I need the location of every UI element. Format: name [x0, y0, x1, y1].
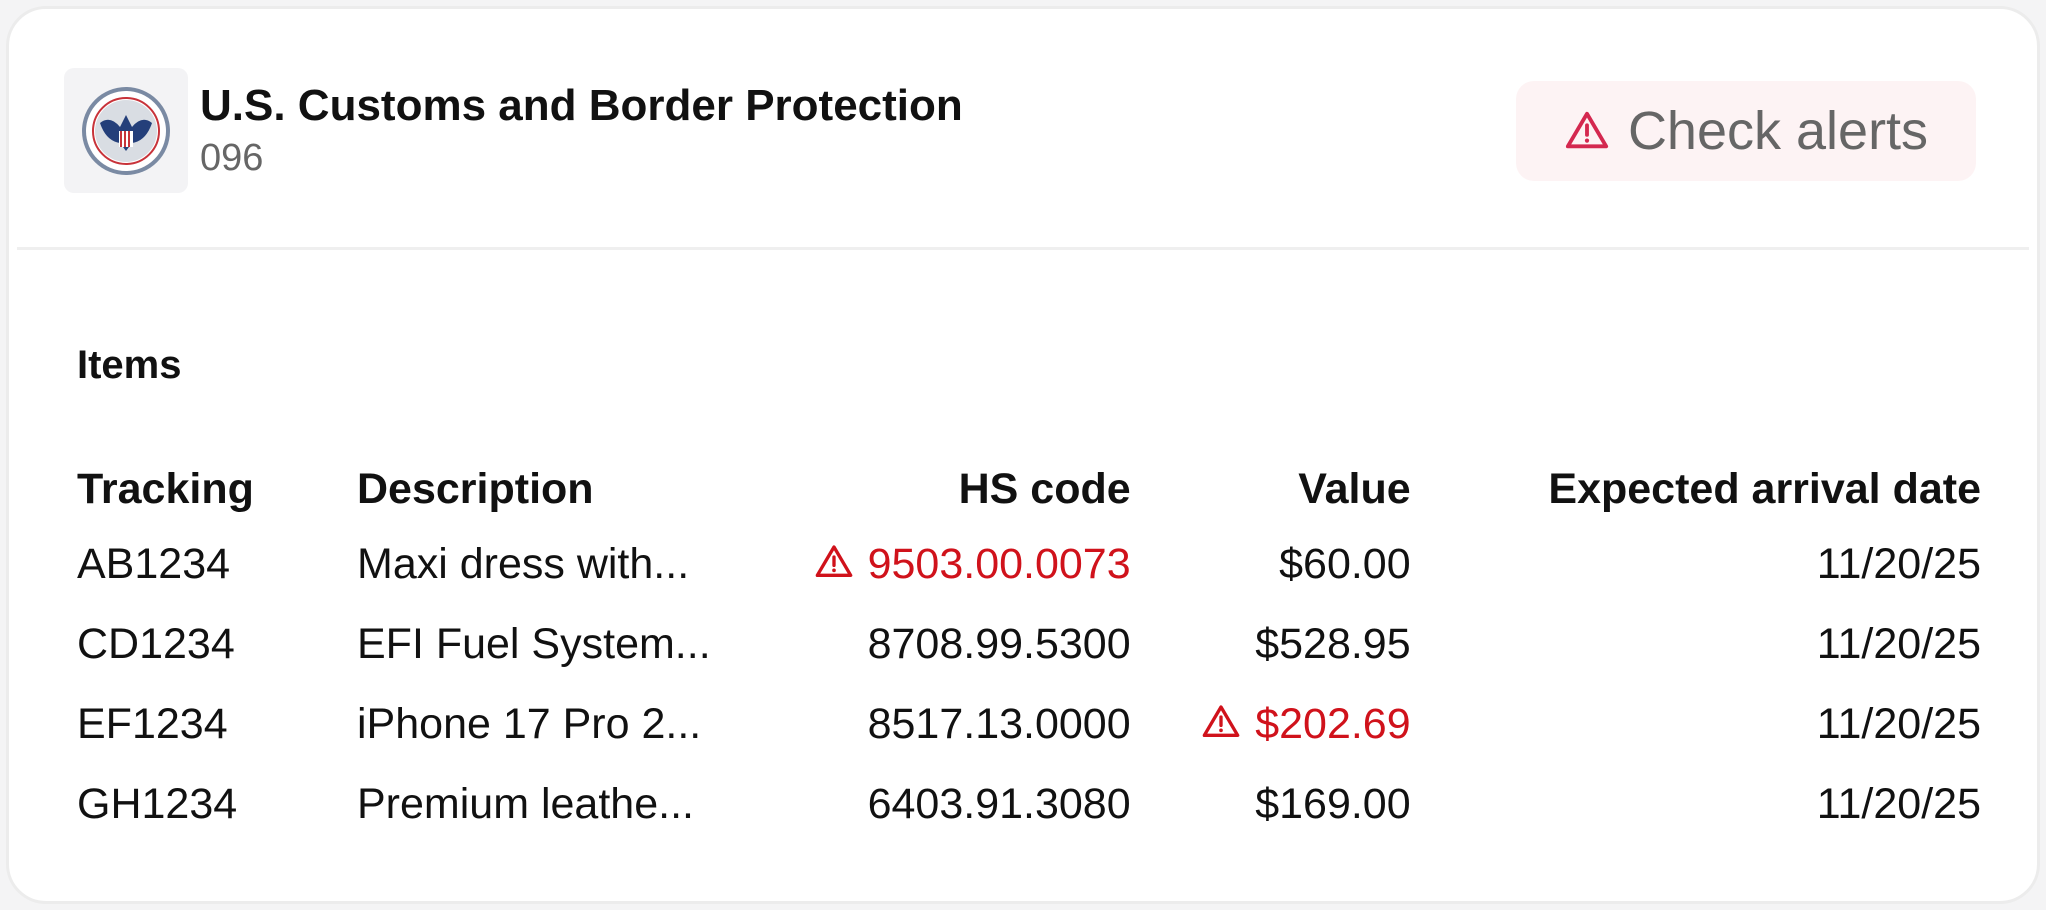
arrival-date-cell: 11/20/25 — [1816, 539, 1981, 588]
warning-icon — [815, 544, 852, 577]
agency-logo — [64, 68, 188, 193]
description-cell: Maxi dress with... — [357, 539, 690, 588]
customs-card: U.S. Customs and Border Protection 096 C… — [6, 6, 2040, 904]
hs-code-cell: 6403.91.3080 — [711, 764, 1131, 844]
section-title: Items — [77, 343, 182, 387]
col-hs-code: HS code — [958, 464, 1131, 513]
hs-code-value: 9503.00.0073 — [867, 539, 1131, 588]
tracking-cell: AB1234 — [77, 539, 231, 588]
arrival-date-cell: 11/20/25 — [1816, 699, 1981, 748]
agency-code: 096 — [200, 137, 264, 179]
description-cell: iPhone 17 Pro 2... — [357, 699, 702, 748]
value-amount: $169.00 — [1255, 779, 1411, 828]
hs-code-value: 8517.13.0000 — [867, 699, 1131, 748]
arrival-date-cell: 11/20/25 — [1816, 779, 1981, 828]
check-alerts-label: Check alerts — [1627, 101, 1929, 161]
col-description: Description — [357, 464, 594, 513]
hs-code-value: 6403.91.3080 — [867, 779, 1131, 828]
hs-code-cell: 8708.99.5300 — [711, 604, 1131, 684]
col-value: Value — [1298, 464, 1411, 513]
description-cell: EFI Fuel System... — [357, 619, 711, 668]
value-amount: $528.95 — [1255, 619, 1411, 668]
hs-code-value: 8708.99.5300 — [867, 619, 1131, 668]
tracking-cell: EF1234 — [77, 699, 228, 748]
value-cell: $169.00 — [1131, 764, 1411, 844]
items-table: Tracking Description HS code Value Expec… — [77, 454, 1981, 844]
value-amount: $202.69 — [1255, 699, 1411, 748]
hs-code-cell: 8517.13.0000 — [711, 684, 1131, 764]
tracking-cell: CD1234 — [77, 619, 235, 668]
tracking-cell: GH1234 — [77, 779, 238, 828]
table-row[interactable]: GH1234 Premium leathe... 6403.91.3080 $1… — [77, 764, 1981, 844]
table-row[interactable]: AB1234 Maxi dress with... 9503.00.0073 $… — [77, 524, 1981, 604]
check-alerts-button[interactable]: Check alerts — [1516, 81, 1976, 181]
warning-icon — [1202, 704, 1240, 737]
value-cell: $60.00 — [1131, 524, 1411, 604]
hs-code-cell: 9503.00.0073 — [711, 524, 1131, 604]
table-header: Tracking Description HS code Value Expec… — [77, 454, 1981, 524]
arrival-date-cell: 11/20/25 — [1816, 619, 1981, 668]
table-row[interactable]: CD1234 EFI Fuel System... 8708.99.5300 $… — [77, 604, 1981, 684]
col-tracking: Tracking — [77, 464, 254, 513]
agency-name: U.S. Customs and Border Protection — [200, 81, 963, 130]
table-row[interactable]: EF1234 iPhone 17 Pro 2... 8517.13.0000 $… — [77, 684, 1981, 764]
cbp-seal-icon — [82, 86, 170, 175]
value-cell: $202.69 — [1131, 684, 1411, 764]
value-cell: $528.95 — [1131, 604, 1411, 684]
description-cell: Premium leathe... — [357, 779, 694, 828]
col-date: Expected arrival date — [1548, 464, 1981, 513]
divider — [17, 247, 2029, 250]
value-amount: $60.00 — [1279, 539, 1411, 588]
warning-triangle-icon — [1565, 111, 1609, 149]
